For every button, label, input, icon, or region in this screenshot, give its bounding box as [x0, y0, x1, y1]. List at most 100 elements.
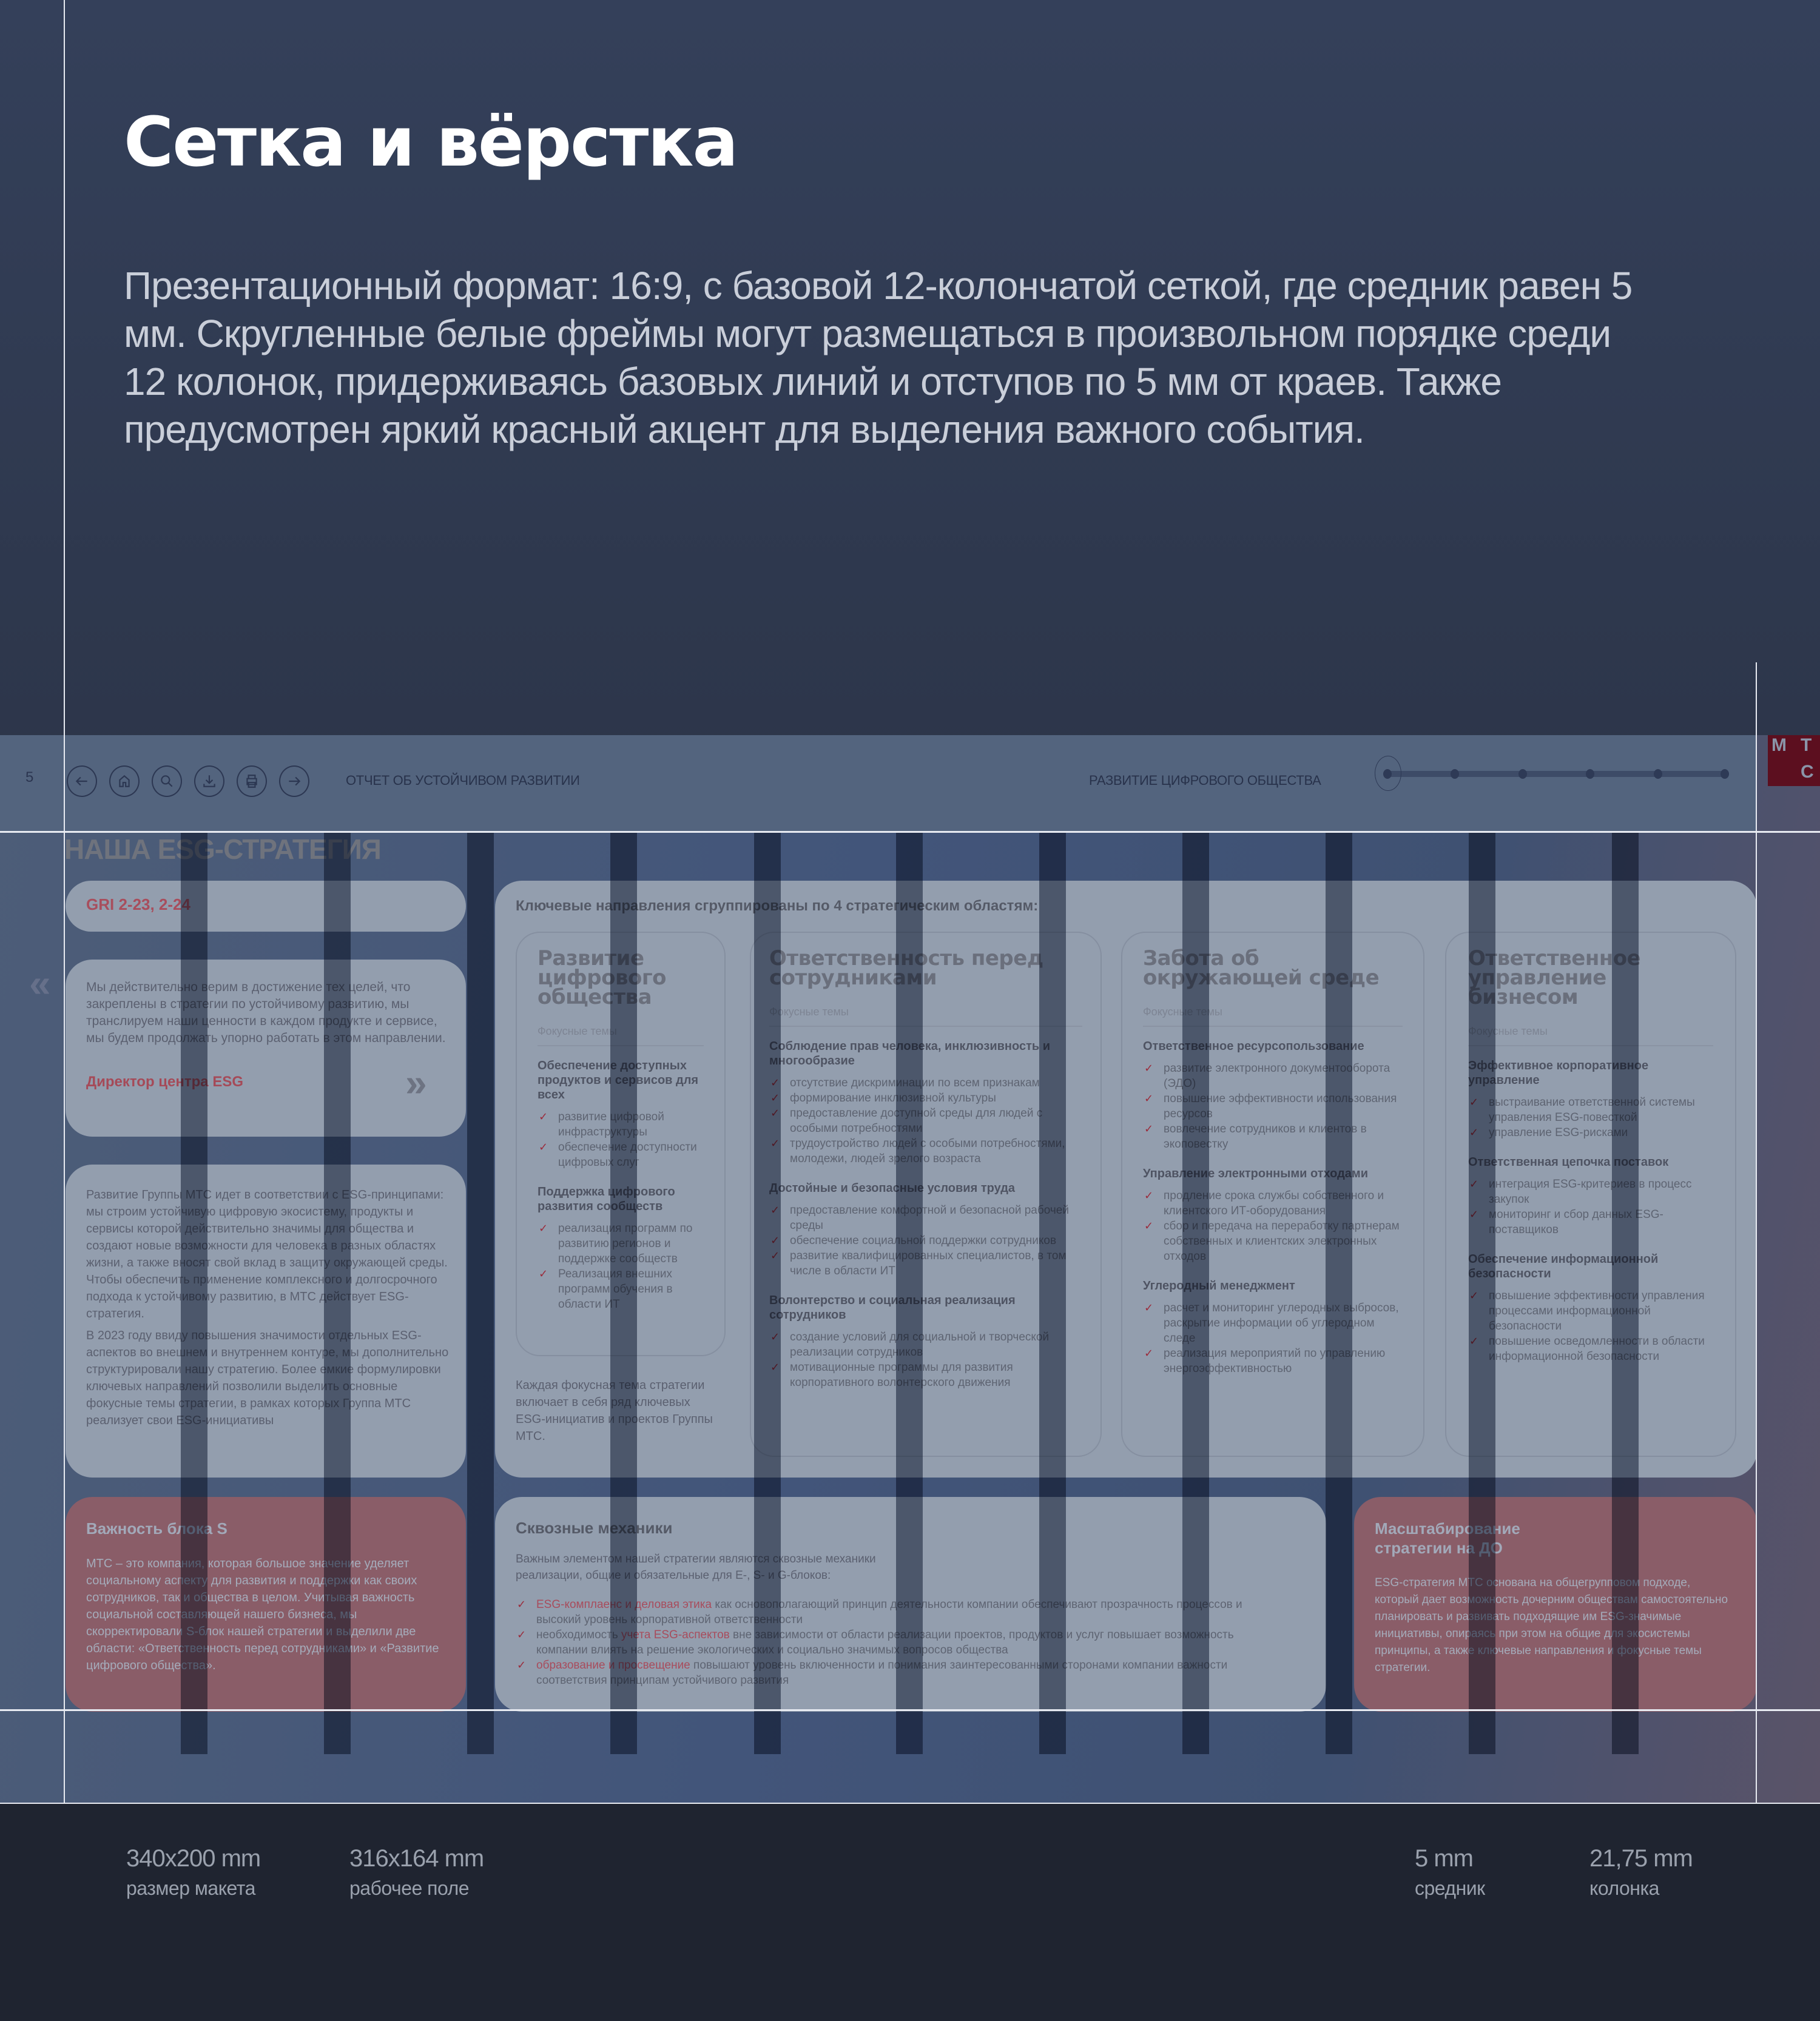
check-list: интеграция ESG-критериев в процесс закуп…	[1468, 1177, 1713, 1237]
home-button[interactable]	[109, 765, 140, 797]
focus-label: Фокусные темы	[1468, 1025, 1713, 1046]
margin-guide-left	[64, 0, 65, 1898]
progress-current-ring	[1375, 756, 1401, 791]
list-item: интеграция ESG-критериев в процесс закуп…	[1468, 1177, 1713, 1207]
group-title: Ответственная цепочка поставок	[1468, 1155, 1669, 1169]
arrow-left-icon	[75, 776, 87, 786]
grid-gutter	[1612, 831, 1639, 1754]
progress-dot[interactable]	[1383, 769, 1392, 779]
progress-dot[interactable]	[1586, 769, 1594, 779]
page-description: Презентационный формат: 16:9, с базовой …	[124, 264, 1633, 451]
check-list: повышение эффективности управления проце…	[1468, 1288, 1713, 1364]
grid-gutter	[324, 831, 351, 1754]
grid-gutter	[467, 831, 494, 1754]
baseline-guide-bottom	[0, 1709, 1820, 1711]
baseline-guide-top	[0, 831, 1820, 833]
back-button[interactable]	[67, 765, 97, 797]
forward-button[interactable]	[279, 765, 309, 797]
group-title: Соблюдение прав человека, инклюзивность …	[769, 1040, 1050, 1068]
download-icon	[203, 775, 215, 787]
check-list: предоставление комфортной и безопасной р…	[769, 1203, 1082, 1279]
spec-column: 21,75 mm колонка	[1589, 1845, 1693, 1899]
home-icon	[119, 775, 130, 787]
slide-edge-guide	[0, 1803, 1820, 1804]
print-icon	[246, 775, 257, 788]
area-card-environment: Забота об окружающей среде Фокусные темы…	[1121, 932, 1424, 1457]
progress-dot[interactable]	[1721, 769, 1729, 779]
grid-gutter	[1326, 831, 1352, 1754]
grid-gutter	[1182, 831, 1209, 1754]
grid-gutter	[610, 831, 637, 1754]
prev-slide-arrow[interactable]: «	[29, 961, 51, 1005]
mts-logo: М Т С	[1768, 735, 1820, 786]
progress-dot[interactable]	[1518, 769, 1527, 779]
list-item: мониторинг и сбор данных ESG-поставщиков	[1468, 1207, 1713, 1237]
grid-gutter	[1469, 831, 1495, 1754]
print-button[interactable]	[237, 765, 267, 797]
group-title: Волонтерство и социальная реализация сот…	[769, 1294, 1016, 1322]
margin-guide-right	[1756, 662, 1757, 1898]
progress-dot[interactable]	[1451, 769, 1459, 779]
grid-gutter	[896, 831, 923, 1754]
search-icon	[161, 775, 173, 787]
list-item: отсутствие дискриминации по всем признак…	[769, 1075, 1082, 1091]
spec-work-area: 316x164 mm рабочее поле	[349, 1845, 484, 1899]
mechanics-title: Сквозные механики	[516, 1519, 673, 1537]
s-block-title: Важность блока S	[86, 1519, 228, 1538]
list-item: вовлечение сотрудников и клиентов в экоп…	[1143, 1121, 1403, 1152]
page-title: Сетка и вёрстка	[124, 103, 738, 182]
gri-code: GRI 2-23, 2-24	[86, 895, 190, 913]
progress-dot[interactable]	[1654, 769, 1662, 779]
spec-footer: 340x200 mm размер макета 316x164 mm рабо…	[0, 1804, 1820, 2021]
check-list: отсутствие дискриминации по всем признак…	[769, 1075, 1082, 1166]
area-card-employees: Ответственность перед сотрудниками Фокус…	[750, 932, 1102, 1457]
list-item: мотивационные программы для развития кор…	[769, 1360, 1082, 1390]
areas-card: Ключевые направления сгруппированы по 4 …	[495, 881, 1757, 1478]
scaling-card: Масштабирование стратегии на ДО ESG-стра…	[1354, 1497, 1757, 1712]
quote-text: Мы действительно верим в достижение тех …	[86, 980, 446, 1045]
scaling-body: ESG-стратегия МТС основана на общегруппо…	[1375, 1576, 1728, 1674]
check-list: реализация программ по развитию регионов…	[538, 1221, 704, 1312]
slide-topbar: 5 ОТЧЕТ ОБ УСТОЙЧИВОМ РАЗВИТИИ РАЗВИТИЕ …	[0, 735, 1756, 831]
director-link[interactable]: Директор центра ESG	[86, 1074, 244, 1090]
group-title: Достойные и безопасные условия труда	[769, 1182, 1016, 1195]
list-item: повышение эффективности управления проце…	[1468, 1288, 1713, 1334]
list-item: предоставление доступной среды для людей…	[769, 1106, 1082, 1136]
s-block-body: МТС – это компания, которая большое знач…	[86, 1557, 439, 1672]
group-title: Углеродный менеджмент	[1143, 1279, 1295, 1293]
arrow-right-icon	[289, 776, 301, 786]
list-item: образование и просвещение повышают урове…	[516, 1658, 1286, 1688]
list-item: формирование инклюзивной культуры	[769, 1091, 1082, 1106]
chevron-right-icon[interactable]: »	[405, 1061, 427, 1105]
s-block-card: Важность блока S МТС – это компания, кот…	[66, 1497, 466, 1712]
intro-card: Развитие Группы МТС идет в соответствии …	[66, 1165, 466, 1478]
list-item: выстраивание ответственной системы управ…	[1468, 1095, 1713, 1125]
search-button[interactable]	[152, 765, 182, 797]
download-button[interactable]	[194, 765, 224, 797]
spec-gutter: 5 mm средник	[1415, 1845, 1485, 1899]
group-title: Обеспечение информационной безопасности	[1468, 1253, 1659, 1280]
focus-label: Фокусные темы	[769, 1006, 1082, 1027]
group-title: Эффективное корпоративное управление	[1468, 1059, 1649, 1087]
page-number: 5	[25, 769, 34, 785]
section-title: РАЗВИТИЕ ЦИФРОВОГО ОБЩЕСТВА	[1089, 773, 1321, 788]
area-title: Ответственное управление бизнесом	[1468, 946, 1641, 1009]
list-item: трудоустройство людей с особыми потребно…	[769, 1136, 1082, 1166]
list-item: предоставление комфортной и безопасной р…	[769, 1203, 1082, 1233]
section-progress[interactable]	[1375, 756, 1729, 791]
grid-gutter	[754, 831, 781, 1754]
intro-paragraph: Развитие Группы МТС идет в соответствии …	[86, 1188, 448, 1320]
report-title[interactable]: ОТЧЕТ ОБ УСТОЙЧИВОМ РАЗВИТИИ	[346, 773, 580, 788]
grid-gutter	[181, 831, 207, 1754]
check-list: создание условий для социальной и творче…	[769, 1330, 1082, 1390]
spec-layout-size: 340x200 mm размер макета	[126, 1845, 261, 1899]
list-item: развитие квалифицированных специалистов,…	[769, 1248, 1082, 1279]
list-item: управление ESG-рисками	[1468, 1125, 1713, 1140]
intro-paragraph: В 2023 году ввиду повышения значимости о…	[86, 1329, 449, 1427]
grid-gutter	[1039, 831, 1066, 1754]
gri-card: GRI 2-23, 2-24	[66, 881, 466, 932]
list-item: создание условий для социальной и творче…	[769, 1330, 1082, 1360]
list-item: повышение осведомленности в области инфо…	[1468, 1334, 1713, 1364]
list-item: обеспечение социальной поддержки сотрудн…	[769, 1233, 1082, 1248]
progress-track	[1383, 771, 1729, 777]
